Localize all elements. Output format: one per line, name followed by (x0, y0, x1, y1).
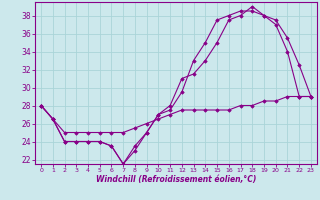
X-axis label: Windchill (Refroidissement éolien,°C): Windchill (Refroidissement éolien,°C) (96, 175, 256, 184)
